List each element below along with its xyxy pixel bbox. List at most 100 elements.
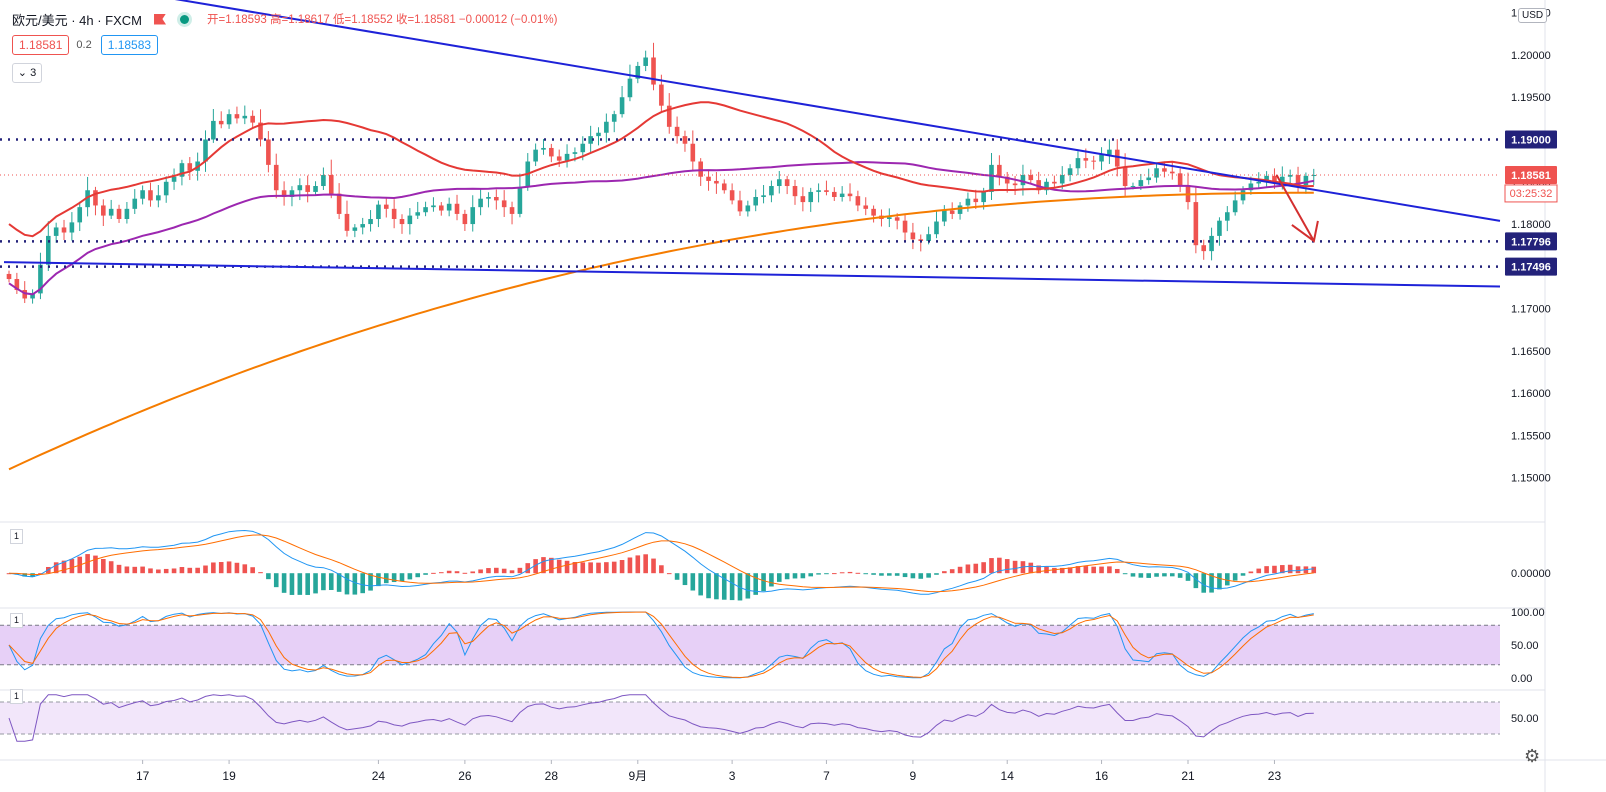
candle-body (1028, 175, 1034, 181)
macd-histogram-bar (1107, 566, 1112, 574)
macd-histogram-bar (85, 554, 90, 574)
macd-histogram-bar (1177, 573, 1183, 578)
indicator-collapse-button[interactable]: ⌄ 3 (12, 63, 42, 83)
macd-histogram-bar (1185, 573, 1191, 581)
macd-histogram-bar (321, 573, 326, 591)
macd-histogram-bar (604, 562, 609, 574)
price-tick-label: 1.15500 (1511, 430, 1551, 442)
price-pane[interactable] (0, 0, 1501, 471)
candle-body (6, 273, 12, 280)
macd-histogram-bar (619, 560, 625, 574)
macd-histogram-bar (572, 562, 578, 574)
candle-body (721, 183, 727, 191)
stochastic-pane-label[interactable]: 1 (10, 613, 23, 628)
candle-body (470, 207, 476, 225)
candle-body (1162, 168, 1167, 172)
time-tick-label: 28 (545, 769, 559, 783)
macd-histogram-bar (218, 562, 224, 574)
stochastic-pane[interactable] (0, 611, 1500, 679)
macd-histogram-bar (973, 563, 979, 574)
macd-histogram-bar (902, 573, 908, 578)
symbol-title[interactable]: 欧元/美元 · 4h · FXCM (12, 12, 143, 28)
candle-body (266, 139, 271, 165)
level-tag-1: 1.19000 (1511, 135, 1551, 147)
indicator-count: 3 (30, 67, 37, 79)
currency-label[interactable]: USD (1518, 8, 1548, 23)
rsi-band (0, 702, 1500, 734)
macd-histogram-bar (1122, 573, 1128, 575)
flag-icon[interactable] (154, 13, 167, 25)
candle-body (934, 221, 939, 235)
level-tag-2: 1.17796 (1511, 236, 1551, 248)
rsi-pane-label[interactable]: 1 (10, 689, 23, 704)
macd-histogram-bar (140, 566, 145, 574)
candle-body (1217, 220, 1222, 236)
settings-gear-icon[interactable]: ⚙ (1524, 746, 1541, 766)
price-axis[interactable]: 1.205001.200001.195001.190001.185001.180… (1504, 8, 1558, 725)
time-axis[interactable]: 17 19 24 26 28 9月 3 7 9 14 16 21 23 (136, 760, 1282, 783)
macd-histogram-bar (116, 564, 122, 574)
buy-price-button[interactable]: 1.18583 (100, 35, 159, 55)
macd-histogram-bar (258, 572, 263, 574)
level-tag-3: 1.17496 (1511, 262, 1551, 274)
macd-histogram-bar (439, 572, 444, 574)
macd-histogram-bar (808, 573, 814, 577)
candle-body (549, 147, 554, 157)
macd-histogram-bar (949, 569, 955, 574)
macd-histogram-bar (611, 561, 617, 574)
macd-histogram-bar (478, 569, 483, 574)
macd-histogram-bar (163, 568, 169, 574)
candle-body (1075, 158, 1081, 169)
macd-histogram-bar (250, 567, 255, 574)
macd-histogram-bar (53, 562, 59, 574)
macd-histogram-bar (368, 573, 373, 591)
macd-histogram-bar (643, 554, 648, 574)
macd-histogram-bar (580, 562, 586, 574)
candle-body (973, 198, 979, 203)
candle-body (187, 163, 193, 171)
macd-histogram-bar (666, 573, 672, 575)
candle-body (753, 197, 758, 206)
macd-histogram-bar (1162, 573, 1167, 577)
time-tick-label: 24 (372, 769, 386, 783)
time-tick-label: 14 (1001, 769, 1015, 783)
candle-body (761, 195, 766, 198)
macd-pane[interactable] (6, 529, 1317, 601)
candle-body (486, 197, 491, 199)
time-tick-label: 19 (222, 769, 236, 783)
macd-pane-label[interactable]: 1 (10, 529, 23, 544)
macd-histogram-bar (93, 555, 98, 574)
last-price-tag: 1.18581 (1511, 170, 1551, 182)
candle-body (226, 114, 232, 125)
candle-body (556, 156, 562, 161)
macd-histogram-bar (871, 573, 876, 575)
candle-body (1154, 168, 1159, 178)
candle-body (784, 179, 790, 187)
macd-histogram-bar (753, 573, 758, 595)
candle-body (745, 205, 751, 212)
macd-histogram-bar (1193, 573, 1199, 589)
macd-histogram-bar (1256, 568, 1262, 574)
candle-body (1036, 180, 1041, 191)
candle-body (887, 217, 892, 219)
ma-red-line (8, 101, 1314, 238)
candle-body (69, 222, 75, 233)
candle-body (1248, 183, 1254, 191)
macd-histogram-bar (1004, 559, 1010, 574)
candle-body (596, 132, 601, 137)
rsi-tick-label: 50.00 (1511, 713, 1539, 725)
sell-price-button[interactable]: 1.18581 (12, 35, 70, 55)
candle-body (305, 185, 310, 192)
macd-histogram-bar (1272, 565, 1277, 574)
macd-histogram-bar (1280, 565, 1285, 574)
macd-histogram-bar (918, 573, 924, 579)
candle-body (1225, 212, 1230, 221)
candle-body (643, 57, 648, 66)
macd-histogram-bar (588, 562, 593, 574)
macd-histogram-bar (792, 573, 798, 579)
stochastic-tick-label: 100.00 (1511, 607, 1545, 619)
candle-body (674, 126, 680, 137)
rsi-pane[interactable] (0, 694, 1500, 742)
